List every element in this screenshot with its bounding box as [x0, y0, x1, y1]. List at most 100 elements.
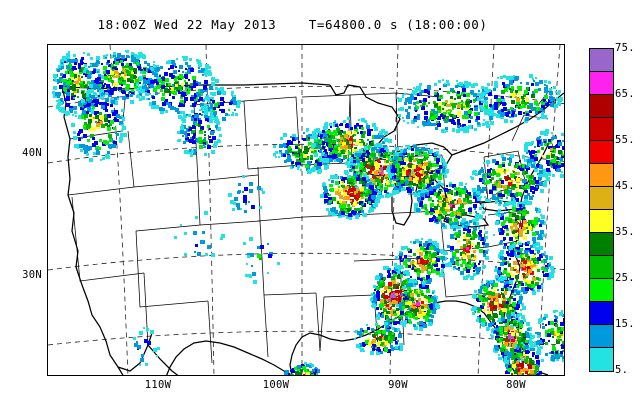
radar-echo-pixel: [217, 91, 222, 96]
radar-echo-pixel: [402, 160, 407, 165]
radar-echo-pixel: [191, 135, 195, 139]
radar-echo-pixel: [361, 209, 364, 213]
radar-echo-pixel: [501, 101, 505, 105]
radar-echo-pixel: [112, 127, 116, 131]
radar-echo-pixel: [403, 93, 406, 96]
radar-echo-pixel: [193, 132, 196, 136]
radar-echo-pixel: [481, 180, 485, 184]
radar-echo-pixel: [331, 142, 336, 147]
radar-echo-pixel: [121, 122, 125, 126]
radar-echo-pixel: [477, 197, 482, 201]
radar-echo-pixel: [545, 258, 548, 261]
radar-echo-pixel: [99, 83, 103, 87]
radar-echo-pixel: [319, 133, 323, 137]
radar-echo-pixel: [83, 85, 87, 89]
radar-echo-pixel: [140, 95, 145, 100]
radar-echo-pixel: [114, 101, 117, 104]
radar-echo-pixel: [462, 87, 467, 92]
radar-echo-pixel: [487, 198, 491, 202]
radar-echo-pixel: [363, 194, 366, 197]
radar-echo-pixel: [131, 70, 135, 74]
radar-echo-pixel: [379, 188, 383, 192]
radar-echo-pixel: [460, 101, 465, 106]
radar-echo-pixel: [161, 96, 166, 101]
radar-echo-pixel: [350, 126, 354, 130]
radar-echo-pixel: [435, 160, 439, 164]
radar-echo-pixel: [413, 182, 417, 186]
radar-echo-pixel: [425, 278, 428, 281]
radar-echo-pixel: [137, 88, 142, 93]
radar-echo-pixel: [367, 173, 370, 176]
radar-echo-pixel: [545, 130, 550, 135]
radar-echo-pixel: [74, 80, 77, 83]
radar-echo-pixel: [505, 208, 508, 211]
radar-echo-pixel: [181, 119, 186, 124]
radar-echo-pixel: [74, 114, 77, 117]
radar-echo-pixel: [145, 77, 149, 81]
radar-echo-pixel: [104, 117, 109, 122]
radar-echo-pixel: [381, 154, 384, 157]
radar-echo-pixel: [207, 97, 212, 102]
radar-echo-pixel: [188, 148, 192, 152]
radar-echo-pixel: [209, 96, 214, 101]
radar-echo-pixel: [432, 172, 437, 177]
radar-echo-pixel: [506, 113, 509, 117]
radar-echo-pixel: [527, 249, 529, 252]
radar-echo-pixel: [441, 251, 445, 254]
radar-echo-pixel: [95, 149, 99, 152]
radar-echo-pixel: [466, 92, 471, 97]
radar-echo-pixel: [65, 81, 70, 86]
radar-echo-pixel: [91, 108, 95, 112]
radar-echo-pixel: [59, 98, 63, 102]
radar-echo-pixel: [336, 127, 341, 132]
radar-echo-pixel: [341, 201, 346, 206]
radar-echo-pixel: [558, 169, 562, 173]
radar-echo-pixel: [314, 165, 318, 170]
radar-echo-pixel: [181, 124, 186, 129]
radar-echo-pixel: [391, 183, 395, 187]
radar-echo-pixel: [115, 61, 120, 66]
radar-echo-pixel: [528, 177, 531, 180]
radar-echo-pixel: [362, 130, 366, 134]
radar-echo-pixel: [115, 67, 118, 70]
radar-echo-pixel: [237, 206, 241, 210]
radar-echo-pixel: [88, 113, 92, 117]
radar-echo-pixel: [328, 123, 332, 127]
radar-echo-pixel: [200, 89, 205, 94]
radar-echo-pixel: [85, 110, 89, 114]
radar-echo-pixel: [65, 65, 70, 70]
radar-echo-pixel: [306, 166, 310, 170]
radar-echo-pixel: [106, 84, 110, 89]
radar-echo-pixel: [336, 152, 341, 157]
radar-echo-pixel: [351, 149, 355, 153]
radar-echo-pixel: [372, 195, 376, 200]
radar-echo-pixel: [466, 200, 470, 204]
radar-echo-pixel: [317, 165, 321, 169]
radar-echo-pixel: [101, 95, 105, 99]
radar-echo-pixel: [110, 76, 113, 79]
radar-echo-pixel: [206, 94, 209, 97]
radar-echo-pixel: [214, 114, 216, 117]
radar-echo-pixel: [70, 108, 74, 112]
radar-echo-pixel: [113, 87, 118, 92]
radar-echo-pixel: [436, 157, 441, 162]
radar-echo-pixel: [290, 160, 294, 164]
radar-echo-pixel: [187, 65, 191, 68]
radar-echo-pixel: [84, 64, 88, 67]
radar-echo-pixel: [283, 133, 288, 138]
radar-echo-pixel: [509, 159, 513, 163]
radar-echo-pixel: [474, 106, 479, 111]
radar-echo-pixel: [418, 90, 422, 94]
radar-echo-pixel: [524, 230, 528, 234]
radar-echo-pixel: [337, 126, 339, 129]
radar-echo-pixel: [438, 80, 441, 84]
radar-echo-pixel: [104, 83, 107, 86]
radar-echo-pixel: [428, 162, 433, 167]
radar-echo-pixel: [398, 97, 403, 102]
radar-echo-pixel: [534, 179, 539, 184]
radar-echo-pixel: [364, 160, 368, 164]
radar-echo-pixel: [337, 139, 341, 143]
radar-echo-pixel: [458, 182, 463, 186]
radar-echo-pixel: [357, 171, 360, 174]
radar-echo-pixel: [81, 114, 86, 119]
